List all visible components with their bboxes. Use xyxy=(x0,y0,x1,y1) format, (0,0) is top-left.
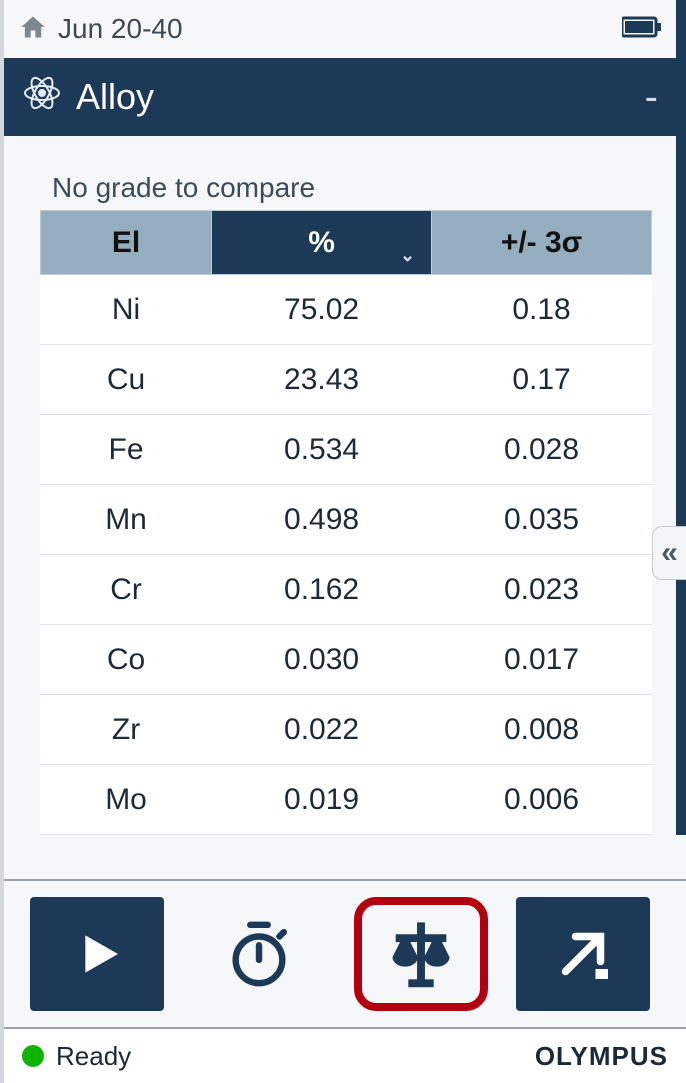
side-collapse-button[interactable]: « xyxy=(652,526,686,580)
home-icon[interactable] xyxy=(18,13,48,46)
compare-button[interactable] xyxy=(354,897,488,1011)
table-row[interactable]: Ni75.020.18 xyxy=(41,275,652,345)
cell-pct: 0.019 xyxy=(212,765,432,835)
cell-el: Fe xyxy=(41,415,212,485)
cell-pct: 0.534 xyxy=(212,415,432,485)
column-element[interactable]: El xyxy=(41,211,212,275)
table-row[interactable]: Mo0.0190.006 xyxy=(41,765,652,835)
results-table: El % ⌄ +/- 3σ Ni75.020.18Cu23.430.17Fe0.… xyxy=(40,210,652,835)
cell-el: Ni xyxy=(41,275,212,345)
atom-icon xyxy=(22,73,62,122)
cell-pct: 0.162 xyxy=(212,555,432,625)
table-row[interactable]: Fe0.5340.028 xyxy=(41,415,652,485)
table-row[interactable]: Mn0.4980.035 xyxy=(41,485,652,555)
cell-el: Zr xyxy=(41,695,212,765)
grade-compare-label: No grade to compare xyxy=(52,172,652,204)
cell-sigma: 0.006 xyxy=(432,765,652,835)
cell-pct: 0.498 xyxy=(212,485,432,555)
status-text: Ready xyxy=(56,1041,131,1072)
cell-sigma: 0.028 xyxy=(432,415,652,485)
cell-el: Mn xyxy=(41,485,212,555)
cell-sigma: 0.017 xyxy=(432,625,652,695)
cell-sigma: 0.035 xyxy=(432,485,652,555)
export-button[interactable] xyxy=(516,897,650,1011)
footer-bar: Ready OLYMPUS xyxy=(4,1029,686,1083)
bottom-toolbar xyxy=(4,879,686,1029)
cell-sigma: 0.008 xyxy=(432,695,652,765)
brand-label: OLYMPUS xyxy=(535,1041,668,1072)
cell-sigma: 0.18 xyxy=(432,275,652,345)
cell-sigma: 0.023 xyxy=(432,555,652,625)
table-row[interactable]: Cu23.430.17 xyxy=(41,345,652,415)
date-label: Jun 20-40 xyxy=(58,13,183,45)
status-bar: Jun 20-40 xyxy=(4,0,686,58)
cell-el: Cu xyxy=(41,345,212,415)
column-percent-label: % xyxy=(308,226,335,259)
cell-pct: 0.030 xyxy=(212,625,432,695)
cell-pct: 75.02 xyxy=(212,275,432,345)
column-percent[interactable]: % ⌄ xyxy=(212,211,432,275)
header-collapse-icon[interactable]: - xyxy=(645,75,658,120)
mode-header[interactable]: Alloy - xyxy=(4,58,686,136)
mode-title: Alloy xyxy=(76,76,154,118)
chevron-down-icon: ⌄ xyxy=(400,245,415,266)
cell-el: Co xyxy=(41,625,212,695)
cell-pct: 0.022 xyxy=(212,695,432,765)
timer-button[interactable] xyxy=(192,897,326,1011)
battery-icon xyxy=(622,16,662,43)
play-button[interactable] xyxy=(30,897,164,1011)
chevron-left-double-icon: « xyxy=(661,536,678,570)
content-area: No grade to compare El % ⌄ +/- 3σ Ni75.0… xyxy=(4,136,686,835)
cell-el: Mo xyxy=(41,765,212,835)
table-row[interactable]: Cr0.1620.023 xyxy=(41,555,652,625)
column-sigma[interactable]: +/- 3σ xyxy=(432,211,652,275)
cell-el: Cr xyxy=(41,555,212,625)
cell-sigma: 0.17 xyxy=(432,345,652,415)
cell-pct: 23.43 xyxy=(212,345,432,415)
table-header-row: El % ⌄ +/- 3σ xyxy=(41,211,652,275)
status-dot-icon xyxy=(22,1045,44,1067)
table-row[interactable]: Zr0.0220.008 xyxy=(41,695,652,765)
table-row[interactable]: Co0.0300.017 xyxy=(41,625,652,695)
